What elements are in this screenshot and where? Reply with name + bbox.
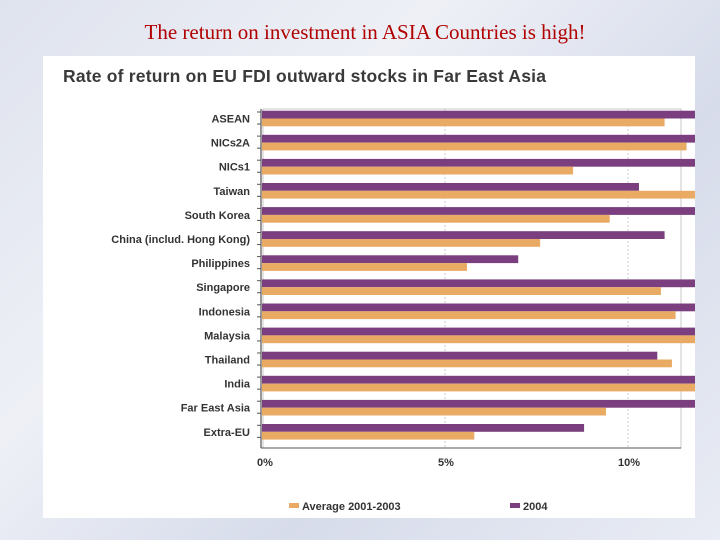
- category-label-malaysia: Malaysia: [204, 330, 251, 342]
- bar-2004-malaysia: [262, 327, 695, 336]
- legend-swatch-average: [289, 503, 299, 508]
- category-label-south-korea: South Korea: [185, 210, 251, 222]
- category-label-thailand: Thailand: [205, 355, 250, 367]
- bar-2004-extra-eu: [262, 424, 585, 432]
- bar-average-malaysia: [262, 335, 695, 344]
- category-label-indonesia: Indonesia: [199, 306, 251, 318]
- legend-swatch-2004: [510, 503, 520, 508]
- bar-2004-thailand: [262, 351, 658, 360]
- bar-2004-asean: [262, 110, 695, 119]
- bar-2004-south-korea: [262, 207, 695, 215]
- slide-title: The return on investment in ASIA Countri…: [144, 20, 586, 44]
- bar-2004-singapore: [262, 279, 695, 288]
- x-tick-label-10: 10%: [618, 457, 640, 469]
- category-label-india: India: [224, 379, 251, 391]
- bar-average-china-includ-hong-kong: [262, 239, 541, 247]
- legend-label-2004: 2004: [523, 501, 548, 513]
- bar-2004-philippines: [262, 255, 519, 264]
- x-tick-label-5: 5%: [438, 457, 454, 469]
- bar-2004-china-includ-hong-kong: [262, 231, 665, 239]
- category-label-nics2a: NICs2A: [211, 138, 250, 150]
- bar-2004-india: [262, 375, 695, 384]
- category-label-china-includ-hong-kong: China (includ. Hong Kong): [111, 234, 250, 246]
- bar-2004-far-east-asia: [262, 399, 695, 408]
- category-label-singapore: Singapore: [196, 282, 250, 294]
- category-label-taiwan: Taiwan: [214, 186, 251, 198]
- bar-2004-nics2a: [262, 134, 695, 143]
- category-label-extra-eu: Extra-EU: [204, 427, 251, 439]
- category-label-nics1: NICs1: [219, 162, 250, 174]
- bar-chart: ASEAN NICs2A NICs1 Taiwan South Korea China (…: [111, 108, 695, 513]
- bar-average-nics1: [262, 166, 574, 175]
- bar-average-asean: [262, 118, 665, 127]
- bar-average-philippines: [262, 263, 467, 271]
- bar-average-thailand: [262, 359, 672, 368]
- bar-average-india: [262, 383, 695, 392]
- bar-2004-indonesia: [262, 303, 695, 312]
- category-label-asean: ASEAN: [211, 114, 250, 126]
- bar-2004-taiwan: [262, 183, 639, 191]
- x-tick-label-0: 0%: [257, 457, 273, 469]
- bar-average-extra-eu: [262, 431, 475, 440]
- bar-2004-nics1: [262, 158, 695, 167]
- bar-average-nics2a: [262, 142, 687, 151]
- bar-average-taiwan: [262, 190, 695, 199]
- category-label-philippines: Philippines: [191, 258, 250, 270]
- bar-average-south-korea: [262, 214, 610, 223]
- chart-title: Rate of return on EU FDI outward stocks …: [63, 66, 547, 86]
- legend-label-average: Average 2001-2003: [302, 501, 401, 513]
- chart-panel: Rate of return on EU FDI outward stocks …: [43, 56, 695, 518]
- bar-average-far-east-asia: [262, 407, 607, 416]
- category-label-far-east-asia: Far East Asia: [181, 403, 251, 415]
- bar-average-singapore: [262, 287, 661, 295]
- bar-average-indonesia: [262, 311, 676, 320]
